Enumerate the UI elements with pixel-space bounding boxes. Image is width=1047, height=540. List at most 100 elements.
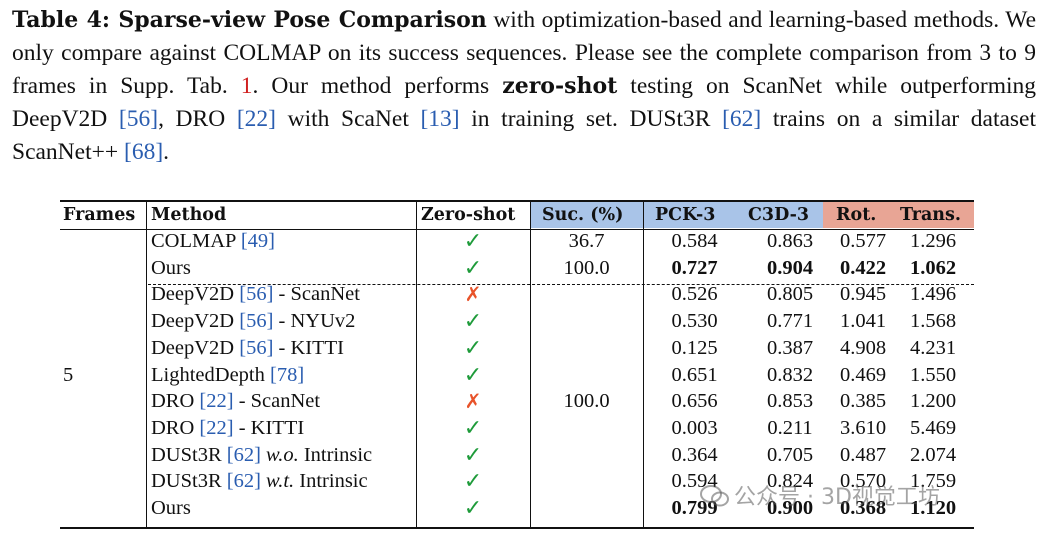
rot-value: 0.487 [839, 443, 887, 466]
trans-value: 1.120 [909, 497, 957, 519]
caption-text-1: with optimization-based and learning-bas… [12, 7, 1036, 99]
header-trans: Trans. [900, 205, 961, 225]
method-ref-link[interactable]: [22] [199, 416, 234, 439]
pck-value: 0.530 [671, 310, 718, 333]
check-icon: ✓ [463, 469, 483, 495]
method-variant-suffix: Intrinsic [298, 443, 373, 466]
c3d-value: 0.705 [766, 443, 814, 466]
caption-text-5: with ScaNet [275, 106, 421, 132]
bottom-rule [60, 527, 974, 529]
method-ref-link[interactable]: [62] [226, 443, 261, 466]
ref-dro-link[interactable]: [22] [236, 106, 276, 132]
check-icon: ✓ [463, 255, 483, 281]
method-variant: - ScanNet [233, 390, 321, 413]
check-icon: ✓ [463, 496, 483, 521]
c3d-value: 0.211 [767, 416, 813, 439]
method-ref-link[interactable]: [56] [239, 336, 274, 359]
success-ours-group1: 100.0 [563, 257, 610, 279]
method-variant: - KITTI [233, 416, 305, 439]
rot-value: 4.908 [839, 336, 887, 359]
trans-value: 1.496 [909, 283, 957, 306]
method-ref-link[interactable]: [49] [240, 230, 275, 252]
cross-icon: ✗ [464, 389, 482, 414]
header-bg-blue [530, 202, 823, 228]
method-name: DeepV2D [56] - ScanNet [151, 283, 360, 306]
rot-value: 0.577 [839, 230, 887, 252]
c3d-value: 0.832 [766, 363, 814, 386]
trans-value: 1.550 [909, 363, 957, 386]
method-ref-link[interactable]: [62] [226, 470, 261, 493]
method-variant-suffix: Intrinsic [294, 470, 368, 493]
check-icon: ✓ [463, 229, 483, 254]
ref-deepv2d-link[interactable]: [56] [118, 106, 159, 132]
rot-value: 0.570 [839, 470, 887, 493]
trans-value: 1.062 [909, 256, 957, 279]
check-icon: ✓ [463, 335, 483, 361]
rot-value: 0.368 [839, 497, 887, 519]
watermark-text: 公众号 · 3D视觉工坊 [734, 485, 940, 510]
method-ref-link[interactable]: [78] [270, 363, 305, 386]
trans-value: 4.231 [909, 336, 957, 359]
table-caption: Table 4: Sparse-view Pose Comparison wit… [12, 4, 1036, 169]
trans-value: 1.296 [909, 230, 957, 252]
method-base: DRO [151, 416, 200, 439]
header-method: Method [151, 205, 227, 225]
check-icon: ✓ [463, 442, 483, 468]
pck-value: 0.526 [671, 283, 718, 306]
c3d-value: 0.771 [766, 310, 814, 333]
method-variant: - NYUv2 [273, 310, 356, 333]
method-base: DeepV2D [151, 336, 240, 359]
trans-value: 5.469 [909, 416, 957, 439]
method-base: DeepV2D [151, 283, 240, 306]
caption-text-4: , DRO [158, 106, 237, 132]
caption-text-7: trains on a similar dataset ScanNet++ [12, 106, 1037, 165]
pck-value: 0.656 [671, 390, 718, 413]
rot-value: 0.422 [839, 256, 887, 279]
group-separator [148, 284, 974, 285]
wechat-icon [700, 485, 729, 507]
caption-text-6: in training set. DUSt3R [459, 106, 723, 132]
ref-dust3r-link[interactable]: [62] [722, 106, 762, 132]
method-name: LightedDepth [78] [151, 364, 304, 387]
method-variant: - ScanNet [273, 283, 360, 306]
rot-value: 3.610 [839, 416, 887, 439]
method-name: Ours [151, 257, 191, 280]
ref-scannet-link[interactable]: [13] [420, 106, 460, 132]
method-base: DUSt3R [151, 470, 227, 493]
caption-text-8: . [163, 139, 170, 165]
check-icon: ✓ [463, 309, 483, 335]
top-rule [60, 200, 974, 202]
pose-comparison-table: Frames Method Zero-shot Suc. (%) PCK-3 C… [60, 200, 974, 530]
method-name: DRO [22] - KITTI [151, 417, 304, 440]
method-ref-link[interactable]: [22] [199, 390, 234, 413]
method-variant-italic: w.t. [266, 470, 295, 493]
zero-shot-bold: zero-shot [502, 73, 618, 99]
method-ref-link[interactable]: [56] [239, 310, 274, 333]
method-variant: - KITTI [273, 336, 344, 359]
caption-text-3: testing on ScanNet while outperforming D… [12, 73, 1036, 132]
c3d-value: 0.805 [766, 283, 814, 306]
pck-value: 0.727 [671, 256, 718, 279]
pck-value: 0.799 [671, 497, 718, 519]
trans-value: 1.200 [909, 390, 957, 413]
ref-scannetpp-link[interactable]: [68] [124, 139, 164, 165]
pck-value: 0.651 [671, 363, 718, 386]
method-name: COLMAP [49] [151, 230, 275, 253]
method-ref-link[interactable]: [56] [239, 283, 274, 306]
cross-icon: ✗ [464, 282, 482, 307]
method-name: DUSt3R [62] w.t. Intrinsic [151, 470, 368, 493]
col-divider-2 [416, 200, 417, 529]
method-name: DeepV2D [56] - KITTI [151, 337, 344, 360]
header-success: Suc. (%) [542, 205, 624, 225]
method-name: DUSt3R [62] w.o. Intrinsic [151, 444, 372, 467]
rot-value: 0.385 [839, 390, 887, 413]
supp-ref-link[interactable]: 1 [240, 73, 253, 99]
caption-label: Table 4: Sparse-view Pose Comparison [12, 7, 487, 33]
method-name: DeepV2D [56] - NYUv2 [151, 310, 355, 333]
col-divider-1 [146, 200, 147, 529]
method-base: DUSt3R [151, 443, 227, 466]
rot-value: 0.469 [839, 363, 887, 386]
pck-value: 0.584 [671, 230, 718, 252]
method-name: Ours [151, 497, 191, 520]
c3d-value: 0.863 [766, 230, 814, 252]
